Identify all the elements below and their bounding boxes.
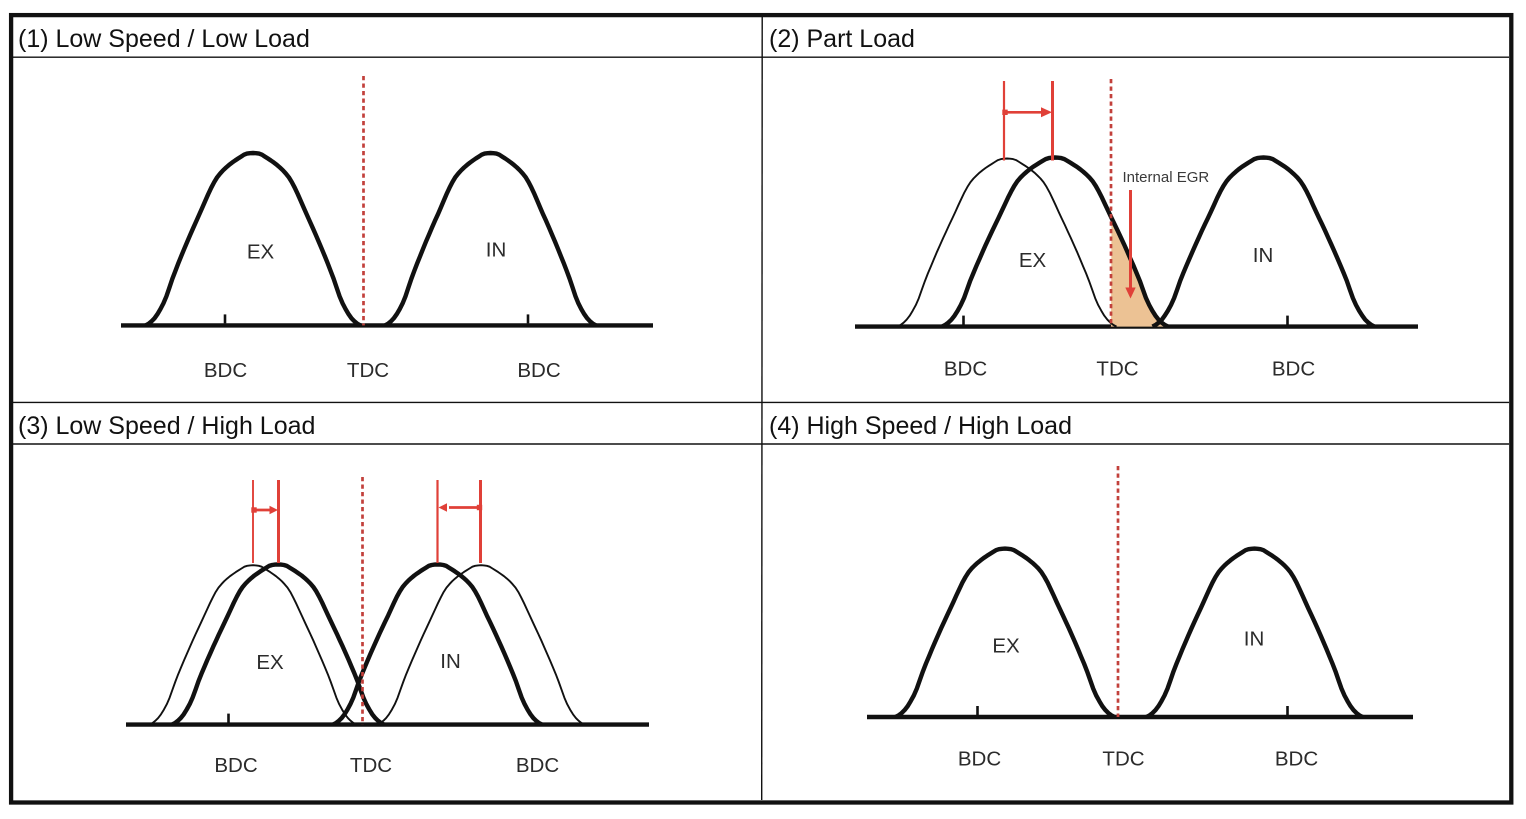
svg-text:BDC: BDC	[1275, 748, 1318, 771]
svg-text:EX: EX	[1019, 249, 1047, 272]
svg-text:BDC: BDC	[944, 358, 987, 381]
svg-text:(4) High Speed / High Load: (4) High Speed / High Load	[769, 412, 1072, 440]
svg-text:(2) Part Load: (2) Part Load	[769, 25, 915, 53]
svg-text:TDC: TDC	[1102, 748, 1144, 771]
svg-text:IN: IN	[440, 650, 461, 673]
svg-text:BDC: BDC	[1272, 358, 1315, 381]
svg-text:(3) Low Speed / High Load: (3) Low Speed / High Load	[18, 412, 315, 440]
svg-text:IN: IN	[1253, 244, 1274, 267]
svg-text:TDC: TDC	[1096, 358, 1138, 381]
svg-text:TDC: TDC	[350, 754, 392, 777]
svg-text:BDC: BDC	[517, 359, 560, 382]
svg-text:BDC: BDC	[958, 748, 1001, 771]
svg-text:BDC: BDC	[516, 754, 559, 777]
svg-text:IN: IN	[1244, 628, 1265, 651]
svg-text:BDC: BDC	[204, 359, 247, 382]
svg-text:IN: IN	[486, 239, 507, 262]
svg-text:EX: EX	[992, 635, 1020, 658]
svg-text:TDC: TDC	[347, 359, 389, 382]
svg-text:EX: EX	[247, 241, 275, 264]
svg-text:EX: EX	[256, 651, 284, 674]
svg-text:Internal EGR: Internal EGR	[1123, 169, 1210, 186]
svg-text:(1) Low Speed / Low Load: (1) Low Speed / Low Load	[18, 25, 310, 53]
svg-text:BDC: BDC	[214, 754, 257, 777]
